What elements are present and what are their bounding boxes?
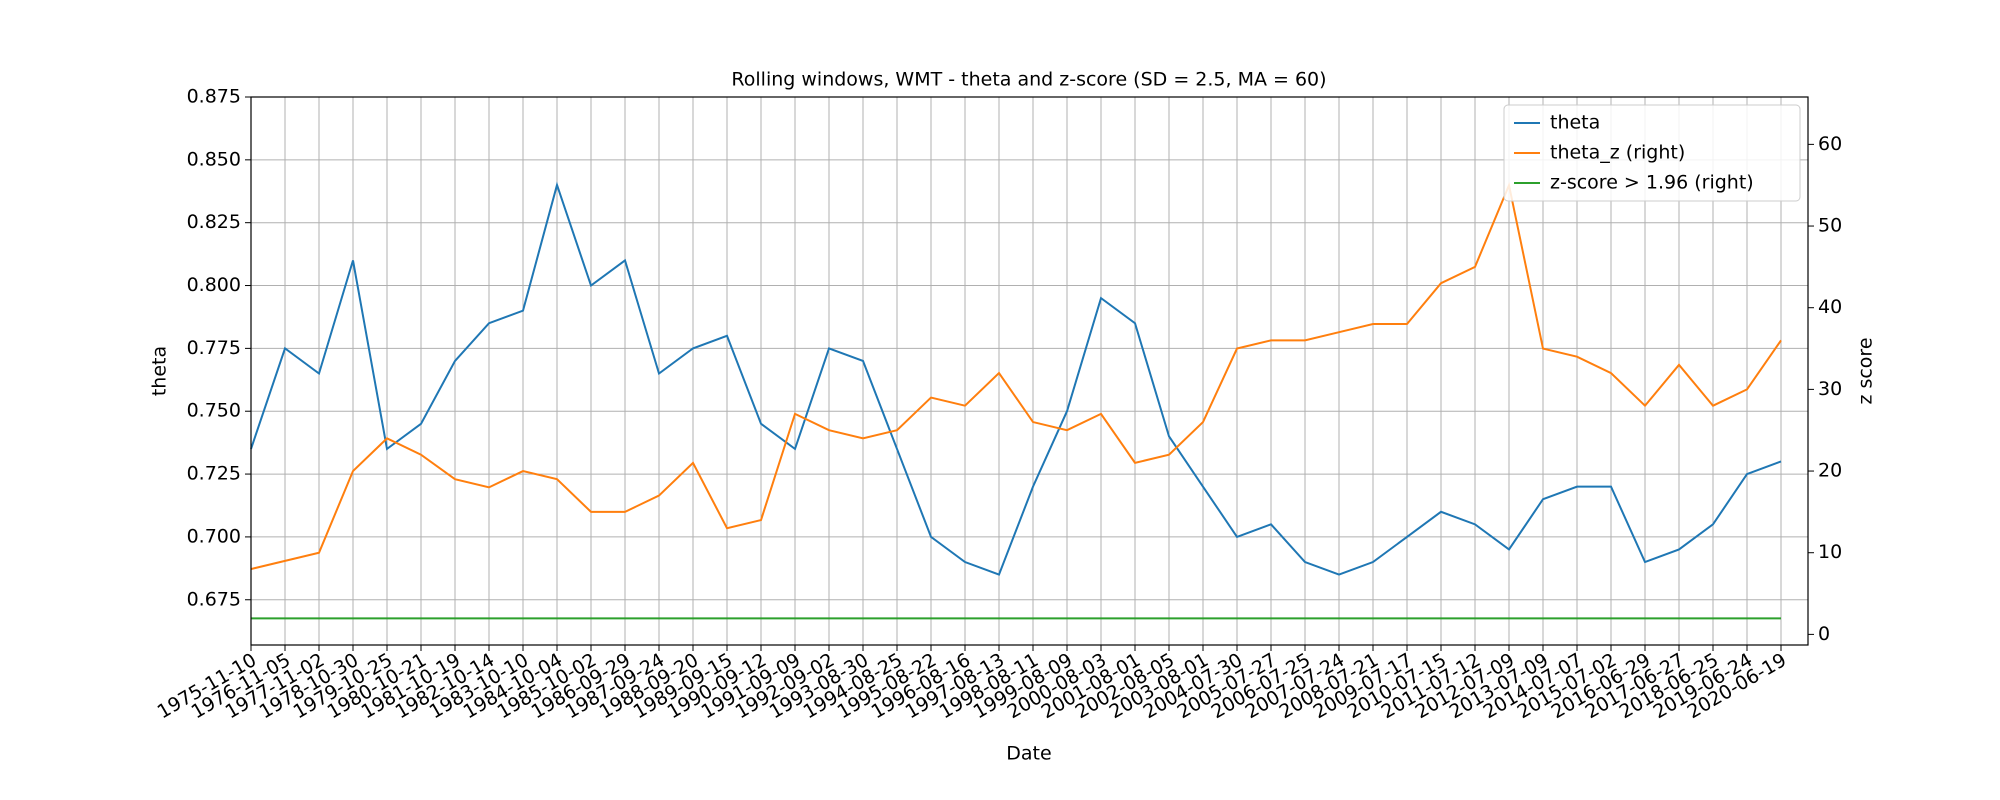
legend-box xyxy=(1503,104,1801,202)
y2-tick-label: 60 xyxy=(1818,133,1842,155)
y2-tick-label: 50 xyxy=(1818,215,1842,237)
chart-title: Rolling windows, WMT - theta and z-score… xyxy=(731,69,1326,91)
y2-axis-label: z score xyxy=(1855,337,1877,404)
y-axis-label: theta xyxy=(149,346,171,396)
series-line xyxy=(250,181,1782,576)
y2-tick-label: 10 xyxy=(1818,541,1842,563)
y-tick-label: 0.725 xyxy=(187,463,241,485)
y-tick-label: 0.675 xyxy=(187,588,241,610)
y-tick-label: 0.800 xyxy=(187,274,241,296)
legend-label: theta_z (right) xyxy=(1550,142,1685,164)
y-tick-label: 0.775 xyxy=(187,337,241,359)
legend-label: z-score > 1.96 (right) xyxy=(1550,172,1754,194)
y-tick-label: 0.825 xyxy=(187,211,241,233)
y-tick-label: 0.875 xyxy=(187,86,241,108)
y-tick-label: 0.750 xyxy=(187,400,241,422)
legend-label: theta xyxy=(1550,112,1600,134)
plot-frame xyxy=(250,96,1809,646)
y2-tick-label: 20 xyxy=(1818,460,1842,482)
y2-tick-label: 30 xyxy=(1818,378,1842,400)
y2-tick-label: 40 xyxy=(1818,296,1842,318)
y2-tick-label: 0 xyxy=(1818,623,1830,645)
y-tick-label: 0.850 xyxy=(187,148,241,170)
series-line xyxy=(250,181,1782,571)
y-tick-label: 0.700 xyxy=(187,525,241,547)
x-axis-label: Date xyxy=(1006,743,1051,765)
